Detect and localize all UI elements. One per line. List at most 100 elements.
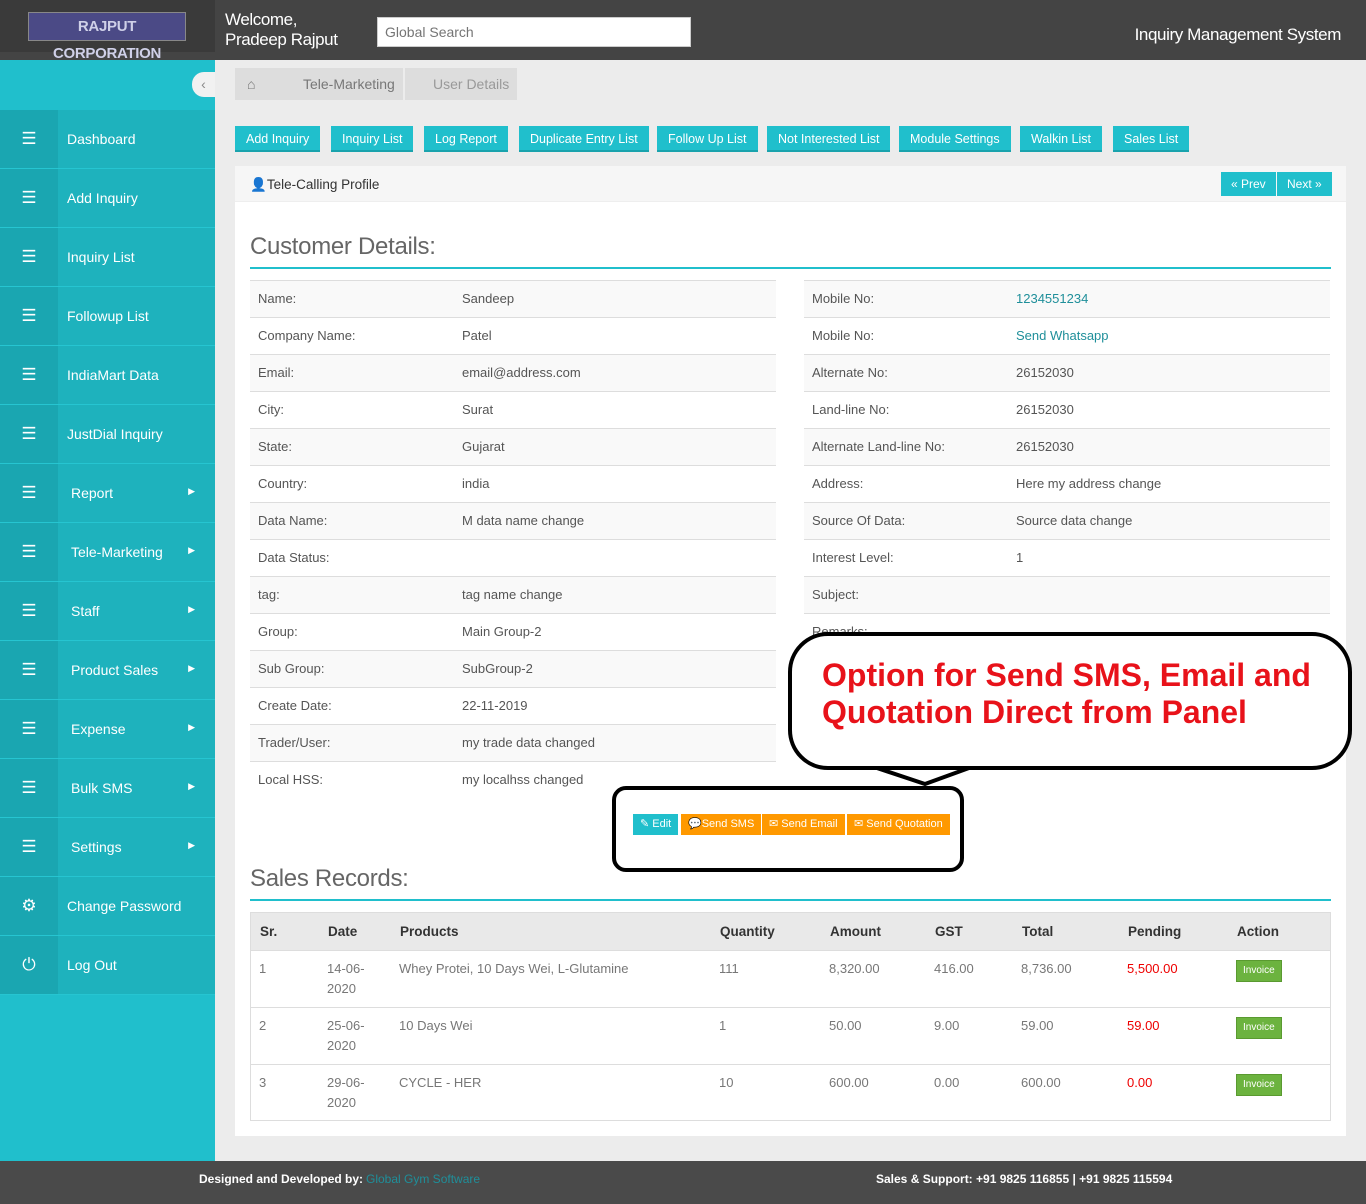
company-link[interactable]: Global Gym Software (366, 1172, 481, 1186)
detail-row: Alternate Land-line No: 26152030 (804, 428, 1330, 465)
edit-button[interactable]: ✎ Edit (633, 814, 679, 835)
detail-label: Mobile No: (812, 291, 875, 306)
sidebar-item[interactable]: ☰ Product Sales ▶ (0, 641, 215, 700)
breadcrumb-home[interactable]: ⌂ (235, 68, 275, 100)
table-cell: 416.00 (934, 961, 974, 976)
detail-value: Here my address change (1016, 476, 1162, 491)
toolbar-button[interactable]: Add Inquiry (235, 126, 321, 152)
user-icon: 👤 (250, 177, 267, 192)
sidebar-item[interactable]: ☰ Staff ▶ (0, 582, 215, 641)
detail-label: Subject: (812, 587, 859, 602)
power-icon: ⏻ (0, 936, 58, 994)
detail-row: Mobile No: 1234551234 (804, 280, 1330, 317)
sidebar-item[interactable]: ⚙ Change Password (0, 877, 215, 936)
table-cell: 8,320.00 (829, 961, 880, 976)
toolbar-button[interactable]: Sales List (1113, 126, 1190, 152)
toolbar-button[interactable]: Inquiry List (331, 126, 414, 152)
table-cell: 600.00 (829, 1075, 869, 1090)
detail-link[interactable]: 1234551234 (1016, 291, 1089, 306)
detail-value: 1 (1016, 550, 1024, 565)
column-header: Quantity (720, 924, 775, 939)
invoice-button[interactable]: Invoice (1236, 960, 1282, 982)
sidebar-item-label: Inquiry List (67, 249, 135, 265)
sidebar-item[interactable]: ☰ Followup List (0, 287, 215, 346)
detail-row: Country: india (250, 465, 776, 502)
detail-value: 22-11-2019 (462, 698, 528, 713)
table-cell: 59.00 (1127, 1018, 1160, 1033)
sidebar-item[interactable]: ☰ JustDial Inquiry (0, 405, 215, 464)
sidebar-item[interactable]: ☰ Bulk SMS ▶ (0, 759, 215, 818)
server-icon: ☰ (0, 110, 58, 168)
collapse-sidebar-button[interactable]: ‹ (192, 72, 215, 97)
table-cell: 59.00 (1021, 1018, 1054, 1033)
table-header: Sr. Date Products Quantity Amount GST Total Pen… (251, 913, 1330, 950)
send-email-button[interactable]: ✉ Send Email (762, 814, 845, 835)
table-cell: 50.00 (829, 1018, 862, 1033)
detail-link[interactable]: Send Whatsapp (1016, 328, 1109, 343)
sidebar-item[interactable]: ☰ Report ▶ (0, 464, 215, 523)
column-header: Amount (830, 924, 881, 939)
sidebar-item-label: Settings (71, 839, 122, 855)
detail-row: Alternate No: 26152030 (804, 354, 1330, 391)
toolbar-button[interactable]: Log Report (424, 126, 508, 152)
detail-label: Data Name: (258, 513, 328, 528)
detail-value: email@address.com (462, 365, 581, 380)
server-icon: ☰ (0, 641, 58, 699)
server-icon: ☰ (0, 346, 58, 404)
sidebar-item[interactable]: ☰ Tele-Marketing ▶ (0, 523, 215, 582)
detail-value: Gujarat (462, 439, 505, 454)
breadcrumb-tele-marketing[interactable]: Tele-Marketing (275, 68, 403, 100)
detail-label: State: (258, 439, 292, 454)
sidebar-item[interactable]: ☰ Dashboard (0, 110, 215, 169)
server-icon: ☰ (0, 523, 58, 581)
column-header: Pending (1128, 924, 1182, 939)
detail-row: Data Name: M data name change (250, 502, 776, 539)
support-info: Sales & Support: +91 9825 116855 | +91 9… (876, 1172, 1173, 1186)
detail-row: tag: tag name change (250, 576, 776, 613)
server-icon: ☰ (0, 287, 58, 345)
home-icon: ⌂ (247, 76, 256, 92)
sidebar-item[interactable]: ☰ Inquiry List (0, 228, 215, 287)
toolbar-button[interactable]: Follow Up List (657, 126, 758, 152)
send-sms-button[interactable]: 💬Send SMS (681, 814, 762, 835)
prev-button[interactable]: « Prev (1221, 172, 1276, 196)
sidebar-item-label: Staff (71, 603, 100, 619)
sidebar-item[interactable]: ☰ Expense ▶ (0, 700, 215, 759)
detail-value: tag name change (462, 587, 563, 602)
detail-value: 26152030 (1016, 439, 1074, 454)
annotation-box (612, 786, 964, 872)
server-icon: ☰ (0, 582, 58, 640)
send-quotation-button[interactable]: ✉ Send Quotation (847, 814, 950, 835)
detail-label: Trader/User: (258, 735, 331, 750)
toolbar-button[interactable]: Duplicate Entry List (519, 126, 649, 152)
callout-line: Quotation Direct from Panel (822, 694, 1247, 730)
detail-label: Alternate Land-line No: (812, 439, 945, 454)
sidebar-item[interactable]: ☰ Add Inquiry (0, 169, 215, 228)
chevron-right-icon: ▶ (188, 781, 195, 791)
detail-label: Interest Level: (812, 550, 894, 565)
toolbar-button[interactable]: Not Interested List (767, 126, 891, 152)
table-cell: 2 (259, 1018, 267, 1033)
table-row: 3 29-06-2020 CYCLE - HER 10 600.00 0.00 600.00… (251, 1064, 1330, 1121)
welcome-line: Welcome, (225, 10, 298, 29)
invoice-button[interactable]: Invoice (1236, 1074, 1282, 1096)
detail-label: Name: (258, 291, 297, 306)
table-row: 1 14-06-2020 Whey Protei, 10 Days Wei, L-G… (251, 950, 1330, 1007)
logo[interactable]: RAJPUT CORPORATION (28, 12, 186, 62)
customer-details-heading: Customer Details: (250, 233, 436, 260)
detail-value: Main Group-2 (462, 624, 542, 639)
detail-value: Source data change (1016, 513, 1133, 528)
global-search-input[interactable] (377, 17, 691, 47)
sidebar-item[interactable]: ☰ IndiaMart Data (0, 346, 215, 405)
sidebar-item[interactable]: ☰ Settings ▶ (0, 818, 215, 877)
server-icon: ☰ (0, 818, 58, 876)
detail-row: Group: Main Group-2 (250, 613, 776, 650)
detail-value: Sandeep (462, 291, 515, 306)
next-button[interactable]: Next » (1277, 172, 1332, 196)
toolbar-button[interactable]: Module Settings (899, 126, 1011, 152)
toolbar-button[interactable]: Walkin List (1020, 126, 1102, 152)
detail-row: Land-line No: 26152030 (804, 391, 1330, 428)
sidebar-item[interactable]: ⏻ Log Out (0, 936, 215, 995)
sidebar-item-label: Log Out (67, 957, 117, 973)
invoice-button[interactable]: Invoice (1236, 1017, 1282, 1039)
